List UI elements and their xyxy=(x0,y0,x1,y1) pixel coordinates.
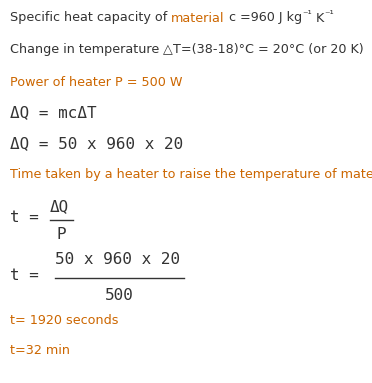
Text: P: P xyxy=(57,228,67,242)
Text: 500: 500 xyxy=(105,288,134,303)
Text: Power of heater P = 500 W: Power of heater P = 500 W xyxy=(10,75,183,88)
Text: Change in temperature: Change in temperature xyxy=(10,44,163,57)
Text: ΔQ = mcΔT: ΔQ = mcΔT xyxy=(10,105,97,121)
Text: ΔQ: ΔQ xyxy=(50,200,69,214)
Text: t=32 min: t=32 min xyxy=(10,344,70,357)
Text: Specific heat capacity of: Specific heat capacity of xyxy=(10,11,171,25)
Text: t =: t = xyxy=(10,210,48,224)
Text: c =960 J kg: c =960 J kg xyxy=(225,11,302,25)
Text: ⁻¹: ⁻¹ xyxy=(302,10,312,20)
Text: ΔQ = 50 x 960 x 20: ΔQ = 50 x 960 x 20 xyxy=(10,136,183,152)
Text: T=(38-18)°C = 20°C (or 20 K): T=(38-18)°C = 20°C (or 20 K) xyxy=(173,44,363,57)
Text: 50 x 960 x 20: 50 x 960 x 20 xyxy=(55,252,180,267)
Text: K: K xyxy=(312,11,324,25)
Text: △: △ xyxy=(163,44,173,57)
Text: material: material xyxy=(171,11,225,25)
Text: t =: t = xyxy=(10,267,48,283)
Text: Time taken by a heater to raise the temperature of material: Time taken by a heater to raise the temp… xyxy=(10,169,372,182)
Text: ⁻¹: ⁻¹ xyxy=(324,10,334,20)
Text: t= 1920 seconds: t= 1920 seconds xyxy=(10,314,119,326)
